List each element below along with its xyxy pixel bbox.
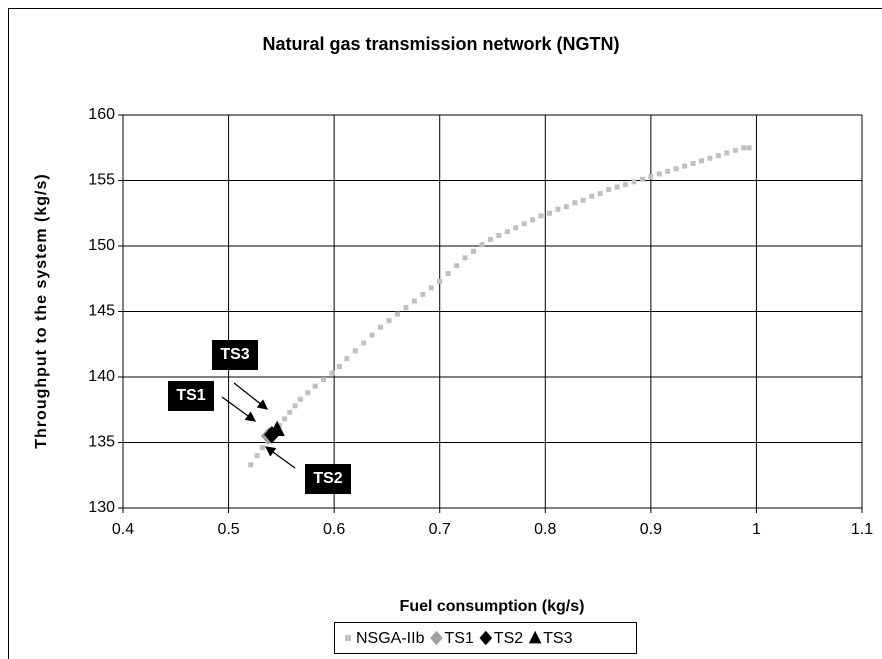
point bbox=[732, 147, 738, 153]
point bbox=[623, 181, 629, 187]
annotation-arrow bbox=[221, 396, 257, 422]
point bbox=[580, 197, 586, 203]
x-tick-label: 1.1 bbox=[851, 521, 873, 538]
point bbox=[597, 191, 603, 197]
point bbox=[724, 150, 730, 156]
y-tick-label: 145 bbox=[88, 303, 115, 320]
point bbox=[428, 285, 434, 291]
point bbox=[305, 390, 311, 396]
point bbox=[386, 318, 392, 324]
point bbox=[639, 176, 645, 182]
y-tick-label: 155 bbox=[88, 172, 115, 189]
point bbox=[420, 291, 426, 297]
point bbox=[462, 255, 468, 261]
point bbox=[259, 445, 265, 451]
x-tick-label: 0.4 bbox=[112, 521, 134, 538]
point bbox=[563, 204, 569, 210]
point bbox=[741, 145, 747, 151]
y-tick-label: 140 bbox=[88, 368, 115, 385]
point bbox=[336, 364, 342, 370]
x-tick-label: 0.8 bbox=[534, 521, 556, 538]
point bbox=[707, 155, 713, 161]
annotation: TS1 bbox=[176, 387, 205, 404]
point bbox=[496, 233, 502, 239]
point bbox=[282, 416, 288, 422]
point bbox=[254, 453, 260, 459]
point bbox=[528, 630, 542, 644]
point bbox=[411, 298, 417, 304]
point bbox=[555, 206, 561, 212]
point bbox=[487, 236, 493, 242]
legend-label: NSGA-IIb bbox=[356, 630, 425, 647]
y-tick-label: 150 bbox=[88, 237, 115, 254]
point bbox=[547, 210, 553, 216]
point bbox=[248, 462, 254, 468]
point bbox=[297, 396, 303, 402]
annotation: TS2 bbox=[313, 470, 342, 487]
point bbox=[504, 229, 510, 235]
point bbox=[437, 278, 443, 284]
point bbox=[454, 263, 460, 269]
point bbox=[746, 145, 752, 151]
point bbox=[445, 271, 451, 277]
point bbox=[430, 630, 443, 646]
point bbox=[631, 179, 637, 185]
point bbox=[690, 160, 696, 166]
point bbox=[479, 242, 485, 248]
point bbox=[538, 213, 544, 219]
point bbox=[479, 630, 493, 646]
x-tick-label: 0.6 bbox=[323, 521, 345, 538]
point bbox=[521, 221, 527, 227]
legend-label: TS2 bbox=[494, 630, 523, 647]
point bbox=[572, 200, 578, 206]
x-tick-label: 1 bbox=[752, 521, 761, 538]
annotation-box bbox=[305, 464, 351, 494]
point bbox=[345, 635, 351, 641]
x-axis-label: Fuel consumption (kg/s) bbox=[400, 598, 585, 615]
y-tick-label: 160 bbox=[88, 106, 115, 123]
y-axis-label: Throughput to the system (kg/s) bbox=[33, 173, 50, 448]
point bbox=[470, 248, 476, 254]
annotation: TS3 bbox=[220, 346, 249, 363]
chart-title: Natural gas transmission network (NGTN) bbox=[262, 34, 619, 54]
point bbox=[329, 370, 335, 376]
point bbox=[287, 409, 293, 415]
annotation-box bbox=[168, 381, 214, 411]
point bbox=[715, 153, 721, 159]
point bbox=[530, 217, 536, 223]
legend-label: TS3 bbox=[543, 630, 572, 647]
annotation-arrow bbox=[264, 446, 296, 469]
point bbox=[699, 158, 705, 164]
point bbox=[656, 171, 662, 177]
point bbox=[369, 332, 375, 338]
point bbox=[352, 348, 358, 354]
point bbox=[648, 174, 654, 180]
point bbox=[665, 168, 671, 174]
point bbox=[513, 225, 519, 231]
point bbox=[378, 324, 384, 330]
x-tick-label: 0.9 bbox=[640, 521, 662, 538]
point bbox=[292, 403, 298, 409]
point bbox=[269, 420, 285, 436]
x-tick-label: 0.7 bbox=[429, 521, 451, 538]
legend-label: TS1 bbox=[444, 630, 473, 647]
point bbox=[394, 311, 400, 317]
point bbox=[403, 305, 409, 311]
point bbox=[606, 187, 612, 193]
point bbox=[361, 340, 367, 346]
y-tick-label: 135 bbox=[88, 434, 115, 451]
point bbox=[589, 193, 595, 199]
point bbox=[321, 377, 327, 383]
y-tick-label: 130 bbox=[88, 499, 115, 516]
point bbox=[344, 356, 350, 362]
point bbox=[614, 184, 620, 190]
point bbox=[682, 163, 688, 169]
annotation-arrow bbox=[233, 382, 269, 410]
point bbox=[673, 166, 679, 172]
point bbox=[312, 383, 318, 389]
x-tick-label: 0.5 bbox=[217, 521, 239, 538]
annotation-box bbox=[212, 340, 258, 370]
